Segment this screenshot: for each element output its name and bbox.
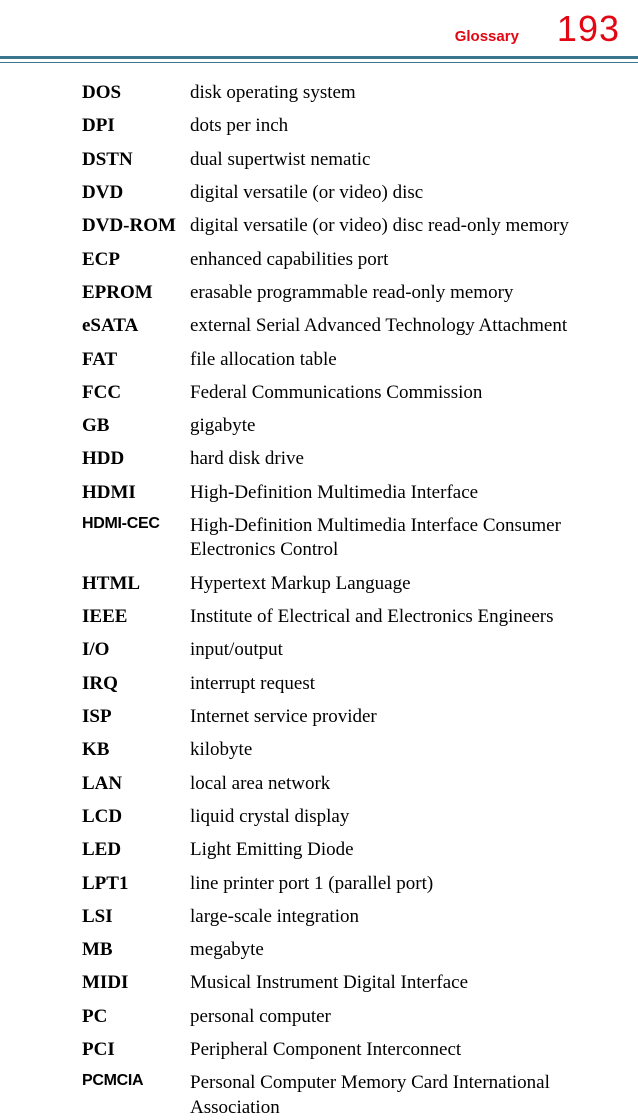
glossary-definition: Light Emitting Diode: [190, 838, 620, 862]
glossary-term: LSI: [82, 905, 190, 929]
glossary-definition: liquid crystal display: [190, 805, 620, 829]
glossary-term: PCI: [82, 1038, 190, 1062]
glossary-entry: HDMI-CECHigh-Definition Multimedia Inter…: [82, 514, 620, 563]
glossary-entry: MIDIMusical Instrument Digital Interface: [82, 971, 620, 995]
glossary-entry: LCDliquid crystal display: [82, 805, 620, 829]
glossary-definition: Hypertext Markup Language: [190, 572, 620, 596]
glossary-entry: LPT1line printer port 1 (parallel port): [82, 872, 620, 896]
glossary-definition: Internet service provider: [190, 705, 620, 729]
glossary-definition: digital versatile (or video) disc: [190, 181, 620, 205]
glossary-entry: ECPenhanced capabilities port: [82, 248, 620, 272]
glossary-term: GB: [82, 414, 190, 438]
glossary-entry: LANlocal area network: [82, 772, 620, 796]
glossary-definition: Institute of Electrical and Electronics …: [190, 605, 620, 629]
glossary-term: KB: [82, 738, 190, 762]
glossary-definition: megabyte: [190, 938, 620, 962]
glossary-term: ISP: [82, 705, 190, 729]
glossary-term: DVD-ROM: [82, 214, 190, 238]
glossary-definition: local area network: [190, 772, 620, 796]
glossary-term: LCD: [82, 805, 190, 829]
glossary-term: DVD: [82, 181, 190, 205]
glossary-term: HDMI: [82, 481, 190, 505]
glossary-term: PC: [82, 1005, 190, 1029]
glossary-definition: Federal Communications Commission: [190, 381, 620, 405]
glossary-term: DOS: [82, 81, 190, 105]
glossary-entry: HDMIHigh-Definition Multimedia Interface: [82, 481, 620, 505]
glossary-definition: dual supertwist nematic: [190, 148, 620, 172]
glossary-entry: EPROMerasable programmable read-only mem…: [82, 281, 620, 305]
glossary-term: HDD: [82, 447, 190, 471]
glossary-definition: dots per inch: [190, 114, 620, 138]
glossary-definition: external Serial Advanced Technology Atta…: [190, 314, 620, 338]
glossary-definition: digital versatile (or video) disc read-o…: [190, 214, 620, 238]
glossary-term: DPI: [82, 114, 190, 138]
glossary-term: LED: [82, 838, 190, 862]
glossary-definition: input/output: [190, 638, 620, 662]
glossary-term: LAN: [82, 772, 190, 796]
page-header: Glossary 193: [0, 0, 638, 50]
glossary-definition: High-Definition Multimedia Interface: [190, 481, 620, 505]
glossary-term: I/O: [82, 638, 190, 662]
glossary-entry: FATfile allocation table: [82, 348, 620, 372]
glossary-entry: HTMLHypertext Markup Language: [82, 572, 620, 596]
glossary-term: IEEE: [82, 605, 190, 629]
glossary-definition: personal computer: [190, 1005, 620, 1029]
glossary-term: FAT: [82, 348, 190, 372]
glossary-definition: line printer port 1 (parallel port): [190, 872, 620, 896]
glossary-definition: hard disk drive: [190, 447, 620, 471]
glossary-entry: DVDdigital versatile (or video) disc: [82, 181, 620, 205]
divider-thick: [0, 56, 638, 59]
glossary-definition: erasable programmable read-only memory: [190, 281, 620, 305]
glossary-entry: DVD-ROMdigital versatile (or video) disc…: [82, 214, 620, 238]
glossary-definition: High-Definition Multimedia Interface Con…: [190, 514, 620, 563]
glossary-term: eSATA: [82, 314, 190, 338]
glossary-definition: large-scale integration: [190, 905, 620, 929]
glossary-entry: FCCFederal Communications Commission: [82, 381, 620, 405]
glossary-term: EPROM: [82, 281, 190, 305]
glossary-entry: PCpersonal computer: [82, 1005, 620, 1029]
glossary-entry: DSTNdual supertwist nematic: [82, 148, 620, 172]
glossary-definition: file allocation table: [190, 348, 620, 372]
glossary-definition: gigabyte: [190, 414, 620, 438]
glossary-entry: I/Oinput/output: [82, 638, 620, 662]
glossary-term: LPT1: [82, 872, 190, 896]
glossary-term: MIDI: [82, 971, 190, 995]
section-title: Glossary: [455, 28, 519, 45]
glossary-entry: DOSdisk operating system: [82, 81, 620, 105]
glossary-term: IRQ: [82, 672, 190, 696]
glossary-entry: eSATAexternal Serial Advanced Technology…: [82, 314, 620, 338]
glossary-entry: KBkilobyte: [82, 738, 620, 762]
glossary-entry: LEDLight Emitting Diode: [82, 838, 620, 862]
glossary-entry: DPIdots per inch: [82, 114, 620, 138]
glossary-definition: enhanced capabilities port: [190, 248, 620, 272]
glossary-entry: GBgigabyte: [82, 414, 620, 438]
glossary-definition: disk operating system: [190, 81, 620, 105]
glossary-entry: ISPInternet service provider: [82, 705, 620, 729]
glossary-definition: kilobyte: [190, 738, 620, 762]
glossary-entry: IRQinterrupt request: [82, 672, 620, 696]
glossary-term: PCMCIA: [82, 1071, 190, 1091]
glossary-entry: LSIlarge-scale integration: [82, 905, 620, 929]
glossary-entry: HDDhard disk drive: [82, 447, 620, 471]
glossary-entry: PCIPeripheral Component Interconnect: [82, 1038, 620, 1062]
glossary-term: HDMI-CEC: [82, 514, 190, 534]
glossary-term: HTML: [82, 572, 190, 596]
glossary-term: ECP: [82, 248, 190, 272]
glossary-term: FCC: [82, 381, 190, 405]
glossary-entry: MBmegabyte: [82, 938, 620, 962]
glossary-definition: interrupt request: [190, 672, 620, 696]
page-number: 193: [557, 8, 620, 50]
glossary-list: DOSdisk operating systemDPIdots per inch…: [0, 63, 638, 1120]
header-divider: [0, 56, 638, 63]
glossary-definition: Musical Instrument Digital Interface: [190, 971, 620, 995]
glossary-entry: IEEEInstitute of Electrical and Electron…: [82, 605, 620, 629]
glossary-term: DSTN: [82, 148, 190, 172]
glossary-definition: Peripheral Component Interconnect: [190, 1038, 620, 1062]
glossary-term: MB: [82, 938, 190, 962]
